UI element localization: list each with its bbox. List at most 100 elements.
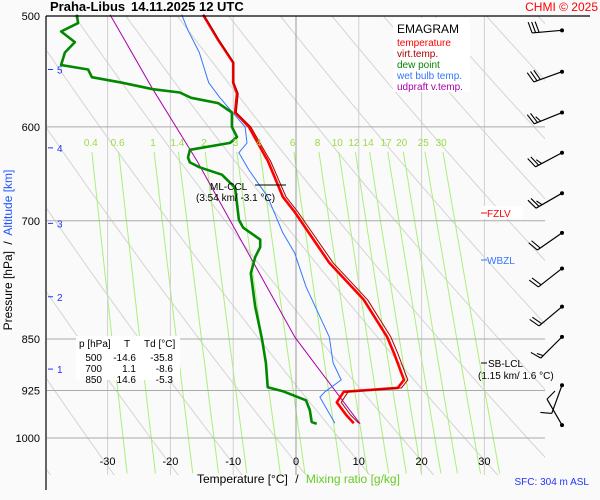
udpraft-v-temp-line — [109, 14, 361, 425]
table-cell: -8.6 — [156, 364, 174, 375]
temperature-tick-label: -20 — [162, 456, 178, 468]
temperature-tick-label: 30 — [478, 456, 490, 468]
altitude-tick-label: 5 — [57, 65, 63, 76]
wind-barb-feather — [527, 22, 533, 34]
mixing-ratio-label: 10 — [332, 138, 344, 149]
fzlv-bg — [481, 206, 523, 219]
mixing-ratio-label: 2 — [201, 138, 207, 149]
table-header-t: T — [124, 339, 130, 350]
wind-barb-feather — [531, 277, 542, 286]
wind-barb-station — [560, 191, 564, 196]
data-table-bg — [76, 336, 180, 380]
wind-barb-feather — [534, 21, 540, 33]
x-axis-separator: / — [295, 472, 299, 486]
wind-barb-station — [560, 423, 564, 428]
dry-adiabat — [176, 16, 545, 458]
dry-adiabat — [228, 16, 545, 391]
wind-barb-feather — [528, 242, 538, 251]
wind-barb-feather — [527, 158, 536, 168]
table-cell: -5.3 — [156, 375, 174, 386]
mixing-ratio-label: 6 — [290, 138, 296, 149]
mixing-ratio-label: 8 — [315, 138, 321, 149]
dry-adiabat — [566, 0, 600, 485]
mixing-ratio-line — [369, 151, 422, 474]
ml-ccl-detail: (3.54 km/ -3.1 °C) — [196, 193, 275, 204]
wind-barb — [528, 266, 564, 288]
wind-barb-station — [560, 230, 564, 235]
sb-lcl-detail: (1.15 km/ 1.6 °C) — [478, 371, 554, 382]
dry-adiabat — [73, 16, 435, 475]
wind-barb-station — [560, 150, 564, 155]
mixing-ratio-line — [259, 151, 306, 474]
data-table: p [hPa] T Td [°C] 500 -14.6 -35.8 700 1.… — [79, 339, 175, 386]
mixing-ratio-line — [402, 151, 458, 474]
temperature-tick-label: 20 — [415, 456, 427, 468]
pressure-tick-label: 925 — [22, 386, 40, 398]
pressure-tick-label: 600 — [22, 122, 40, 134]
pressure-tick-label: 700 — [22, 216, 40, 228]
wind-barb — [527, 150, 564, 168]
wind-barb-feather — [530, 198, 540, 207]
table-cell: 14.6 — [117, 375, 137, 386]
wind-barb-feather — [526, 114, 535, 125]
wind-barb-feather — [530, 156, 540, 166]
temperature-tick-label: -30 — [100, 456, 116, 468]
wind-barb-feather — [535, 116, 542, 122]
wind-barb-feather — [526, 72, 535, 83]
mixing-ratio-label: 3 — [233, 138, 239, 149]
mixing-ratio-line — [424, 151, 481, 474]
wind-barbs — [526, 21, 564, 428]
pressure-tick-label: 850 — [22, 334, 40, 346]
wind-barb — [546, 390, 564, 428]
wind-barb-feather — [535, 159, 543, 164]
wind-barb-station — [560, 304, 564, 309]
mixing-ratio-label: 1 — [150, 138, 156, 149]
table-cell: 500 — [85, 353, 102, 364]
wind-barb-staff — [535, 192, 563, 209]
profiles — [59, 14, 409, 426]
ml-ccl-label: ML-CCL — [210, 182, 248, 193]
mixing-ratio-line — [204, 151, 248, 474]
y-axis-separator: / — [1, 241, 15, 245]
dry-adiabat — [47, 208, 243, 475]
sounding-datetime: 14.11.2025 12 UTC — [131, 0, 244, 14]
legend-title: EMAGRAM — [397, 22, 459, 36]
wind-barb-feather — [530, 113, 538, 123]
dry-adiabat — [47, 291, 179, 475]
dry-adiabat — [125, 16, 499, 475]
table-cell: 850 — [85, 375, 102, 386]
wind-barb-staff — [546, 398, 563, 426]
wind-barb — [529, 304, 564, 327]
mixing-ratio-line — [91, 151, 128, 474]
wind-barb-feather — [531, 240, 541, 249]
wind-barb-feather — [536, 352, 544, 357]
wind-barb-station — [560, 266, 564, 271]
mixing-ratio-label: 30 — [436, 138, 448, 149]
wind-barb-station — [560, 28, 564, 33]
dry-adiabat — [382, 16, 545, 200]
y-axis-pressure-label: Pressure [hPa] — [1, 251, 15, 330]
wind-barb — [540, 383, 564, 414]
x-axis-title: Temperature [°C] / Mixing ratio [g/kg] — [197, 472, 400, 486]
x-axis-temperature-label: Temperature [°C] — [197, 472, 288, 486]
wind-barb-feather — [532, 316, 543, 325]
pressure-tick-label: 1000 — [16, 433, 40, 445]
mixing-ratio-label: 14 — [363, 138, 375, 149]
table-header-td: Td [°C] — [144, 339, 175, 350]
table-cell: 1.1 — [122, 364, 136, 375]
fzlv-label: FZLV — [487, 209, 511, 220]
legend-temperature: temperature — [397, 38, 451, 49]
copyright: CHMI © 2025 — [525, 0, 598, 14]
wind-barb-staff — [535, 152, 563, 168]
mixing-ratio-line — [153, 151, 194, 474]
dry-adiabat — [47, 50, 371, 475]
altitude-tick-label: 1 — [57, 365, 63, 376]
wind-barb-station — [560, 334, 564, 339]
mixing-ratio-line — [293, 151, 342, 474]
virt-temp-line — [203, 14, 409, 424]
temperature-tick-label: -10 — [225, 456, 241, 468]
station-name: Praha-Libus — [50, 0, 125, 14]
wet-bulb-temp-line — [181, 14, 342, 424]
wind-barb-feather — [546, 390, 556, 400]
mixing-ratio-label: 25 — [418, 138, 430, 149]
